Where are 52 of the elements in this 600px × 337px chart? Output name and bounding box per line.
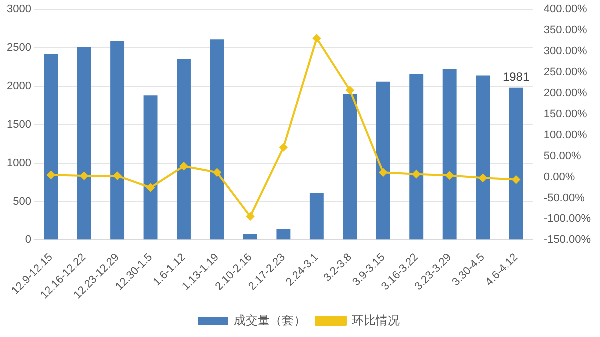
bar [509,88,524,240]
y2-tick-label: -150.00% [544,234,592,246]
point [412,170,421,178]
bar [77,47,92,240]
bar [376,82,390,240]
point [114,172,122,180]
point [246,212,254,221]
data-label: 1981 [502,70,530,84]
point [446,172,454,180]
bar [144,96,158,240]
point [213,168,222,177]
bar [476,76,490,240]
y2-tick-label: 200.00% [544,87,588,100]
legend-label: 成交量（套） [234,313,306,328]
bar [110,41,125,240]
point [146,184,155,192]
bar [343,94,358,240]
y2-tick-label: 250.00% [544,66,588,79]
bar [310,193,324,240]
y-tick-label: 2000 [6,80,32,92]
y2-tick-label: 100.00% [544,129,588,142]
y2-tick-label: 50.00% [544,150,582,162]
bar [276,229,291,240]
bar [442,70,457,240]
y-tick-label: 500 [13,196,32,208]
y2-tick-label: 150.00% [544,108,588,120]
y2-tick-label: -50.00% [544,192,586,204]
y-tick-label: 1500 [6,118,32,131]
point [479,174,488,182]
bar [44,54,58,240]
y2-tick-label: 400.00% [544,4,588,16]
point [180,162,188,170]
y2-tick-label: 350.00% [544,24,588,37]
point [379,168,388,177]
legend-label: 环比情况 [352,313,400,328]
bar [243,234,258,240]
bar [410,74,424,240]
point [80,172,88,180]
y-tick-label: 0 [25,234,32,246]
y-tick-label: 1000 [6,157,32,170]
y-tick-label: 2500 [6,42,32,54]
y2-tick-label: 0.00% [544,171,576,184]
point [312,34,321,43]
point [346,86,354,94]
y-tick-label: 3000 [6,4,32,16]
y2-tick-label: -100.00% [544,213,592,226]
y2-tick-label: 300.00% [544,46,588,58]
point [512,176,520,184]
bar [210,40,224,240]
point [280,144,288,152]
bar [177,60,191,240]
point [47,171,56,180]
